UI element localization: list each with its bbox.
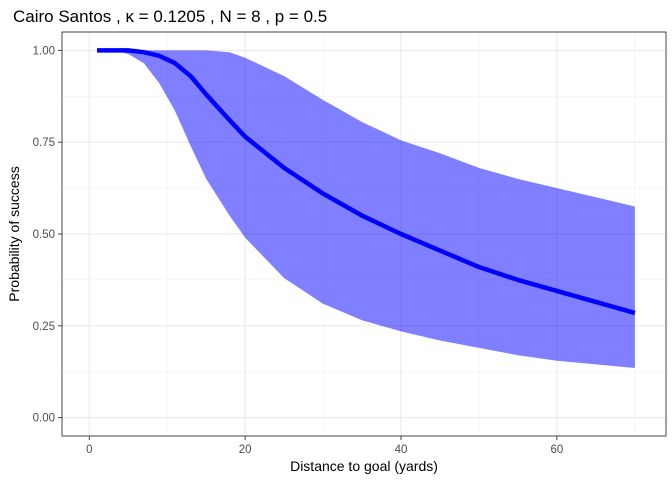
- y-tick-label: 0.25: [33, 321, 55, 333]
- confidence-band: [97, 50, 635, 369]
- fit-line: [97, 48, 636, 316]
- x-axis-title: Distance to goal (yards): [290, 458, 438, 474]
- x-tick-label: 60: [550, 444, 563, 456]
- confidence-band-layer: [97, 50, 635, 369]
- y-axis: 0.00 0.25 0.50 0.75 1.00: [33, 45, 62, 425]
- x-tick-label: 20: [239, 444, 252, 456]
- fit-line-layer: [97, 48, 636, 316]
- x-tick-label: 0: [86, 444, 92, 456]
- x-tick-label: 40: [395, 444, 408, 456]
- y-tick-label: 0.75: [33, 137, 55, 149]
- y-tick-label: 0.50: [33, 229, 55, 241]
- y-tick-label: 0.00: [33, 413, 55, 425]
- y-tick-label: 1.00: [33, 45, 55, 57]
- chart-title: Cairo Santos , κ = 0.1205 , N = 8 , p = …: [13, 7, 327, 26]
- x-axis: 0 20 40 60: [86, 436, 563, 456]
- y-axis-title: Probability of success: [6, 166, 22, 301]
